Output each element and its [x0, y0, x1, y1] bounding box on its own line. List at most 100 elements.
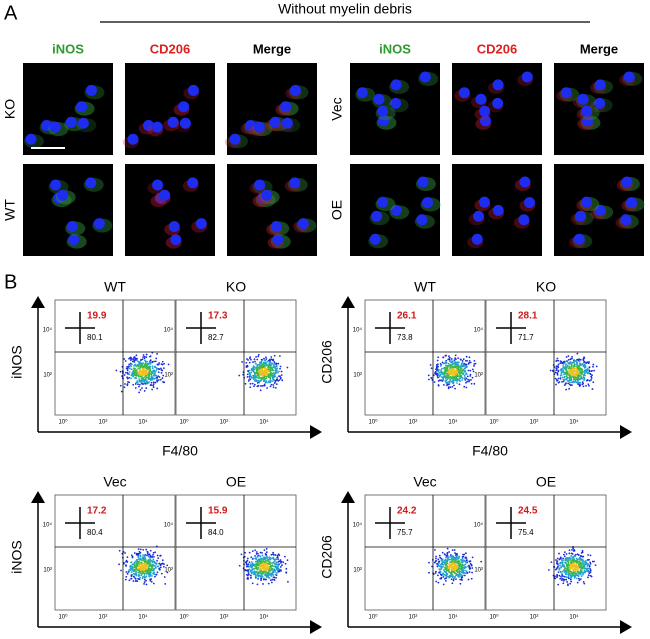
event — [146, 552, 149, 555]
event — [567, 577, 570, 580]
event — [440, 376, 443, 378]
event — [253, 372, 256, 375]
event — [149, 369, 151, 372]
event — [139, 569, 142, 571]
event — [593, 369, 595, 372]
event — [556, 357, 559, 360]
event — [246, 358, 248, 360]
y-tick-label: 10⁴ — [353, 522, 363, 529]
event — [445, 366, 448, 369]
event — [147, 363, 150, 366]
plot-title: KO — [536, 279, 556, 295]
event — [458, 575, 461, 578]
event — [473, 382, 476, 385]
event — [455, 379, 458, 382]
event — [261, 572, 264, 575]
event — [274, 365, 276, 368]
event — [557, 381, 560, 384]
event — [284, 555, 286, 558]
event — [124, 383, 126, 385]
event — [270, 358, 273, 361]
event — [142, 354, 145, 356]
nucleus — [253, 121, 265, 133]
event — [128, 376, 131, 379]
event — [155, 369, 158, 372]
event — [135, 574, 138, 577]
event — [155, 562, 158, 565]
event — [454, 576, 456, 579]
event — [574, 575, 577, 578]
event — [133, 369, 135, 371]
event — [463, 362, 466, 365]
event — [448, 382, 451, 385]
y-tick-label: 10² — [43, 373, 52, 379]
event — [128, 579, 131, 582]
event — [263, 364, 266, 367]
event — [459, 380, 461, 383]
panel-label: B — [4, 271, 17, 293]
event — [587, 383, 590, 386]
event — [561, 564, 564, 567]
event — [145, 568, 147, 571]
event — [127, 571, 130, 573]
event — [119, 384, 122, 387]
event — [163, 563, 165, 565]
event — [574, 555, 576, 558]
event — [275, 383, 278, 386]
event — [149, 549, 152, 552]
event — [580, 571, 583, 574]
event — [258, 380, 261, 383]
event — [254, 360, 256, 363]
event — [550, 561, 553, 563]
event — [268, 569, 271, 572]
event — [275, 576, 277, 579]
event — [247, 577, 250, 580]
event — [439, 563, 442, 566]
event — [449, 375, 452, 378]
nucleus — [68, 234, 80, 246]
event — [572, 365, 575, 367]
lower-left-percent: 75.7 — [397, 528, 413, 537]
event — [259, 371, 262, 374]
event — [273, 576, 276, 579]
event — [445, 569, 448, 572]
event — [430, 367, 433, 370]
nucleus — [254, 179, 266, 191]
event — [450, 578, 453, 581]
event — [153, 571, 156, 574]
event — [582, 385, 585, 388]
event — [559, 577, 562, 580]
lower-left-percent: 82.7 — [208, 333, 224, 342]
event — [158, 362, 161, 364]
event — [259, 373, 262, 375]
plot-title: WT — [414, 279, 436, 295]
row-label: Vec — [329, 97, 345, 120]
event — [585, 379, 588, 382]
event — [446, 562, 449, 565]
event — [564, 567, 567, 569]
event — [138, 567, 141, 570]
event — [152, 376, 154, 379]
x-tick-label: 10² — [220, 420, 229, 426]
event — [465, 355, 468, 358]
event — [151, 388, 154, 391]
x-arrow — [310, 425, 322, 439]
event — [464, 563, 467, 566]
event — [471, 376, 474, 379]
event — [567, 563, 570, 566]
event — [262, 578, 265, 581]
event — [569, 574, 572, 577]
nucleus — [416, 214, 428, 226]
nucleus — [458, 87, 470, 99]
y-arrow — [31, 296, 45, 308]
event — [267, 565, 270, 568]
event — [573, 570, 576, 572]
event — [139, 548, 142, 551]
event — [258, 369, 260, 372]
event — [152, 551, 155, 554]
event — [268, 368, 271, 371]
event — [119, 370, 122, 373]
y-tick-label: 10⁴ — [353, 327, 363, 334]
event — [133, 569, 136, 572]
event — [278, 375, 281, 378]
